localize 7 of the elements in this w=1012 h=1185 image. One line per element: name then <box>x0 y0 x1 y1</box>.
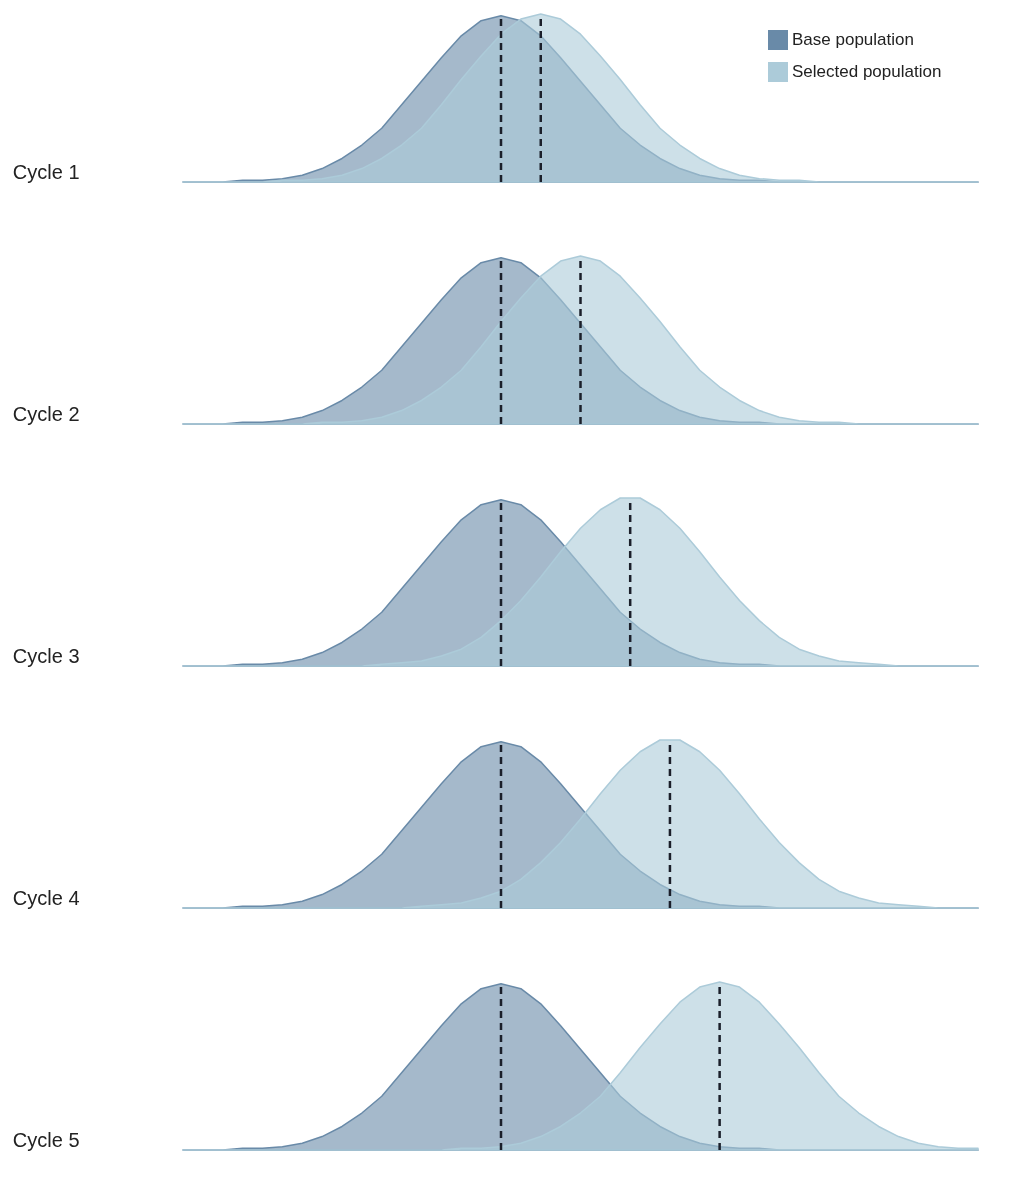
text: Cycle 2 <box>12 403 80 426</box>
text: Cycle 5 <box>12 1129 80 1152</box>
text: Cycle 4 <box>12 887 80 910</box>
text: Cycle 3 <box>12 645 80 668</box>
legend-label: Selected population <box>792 62 942 81</box>
legend-label: Base population <box>792 30 914 49</box>
text: Cycle 1 <box>12 161 80 184</box>
